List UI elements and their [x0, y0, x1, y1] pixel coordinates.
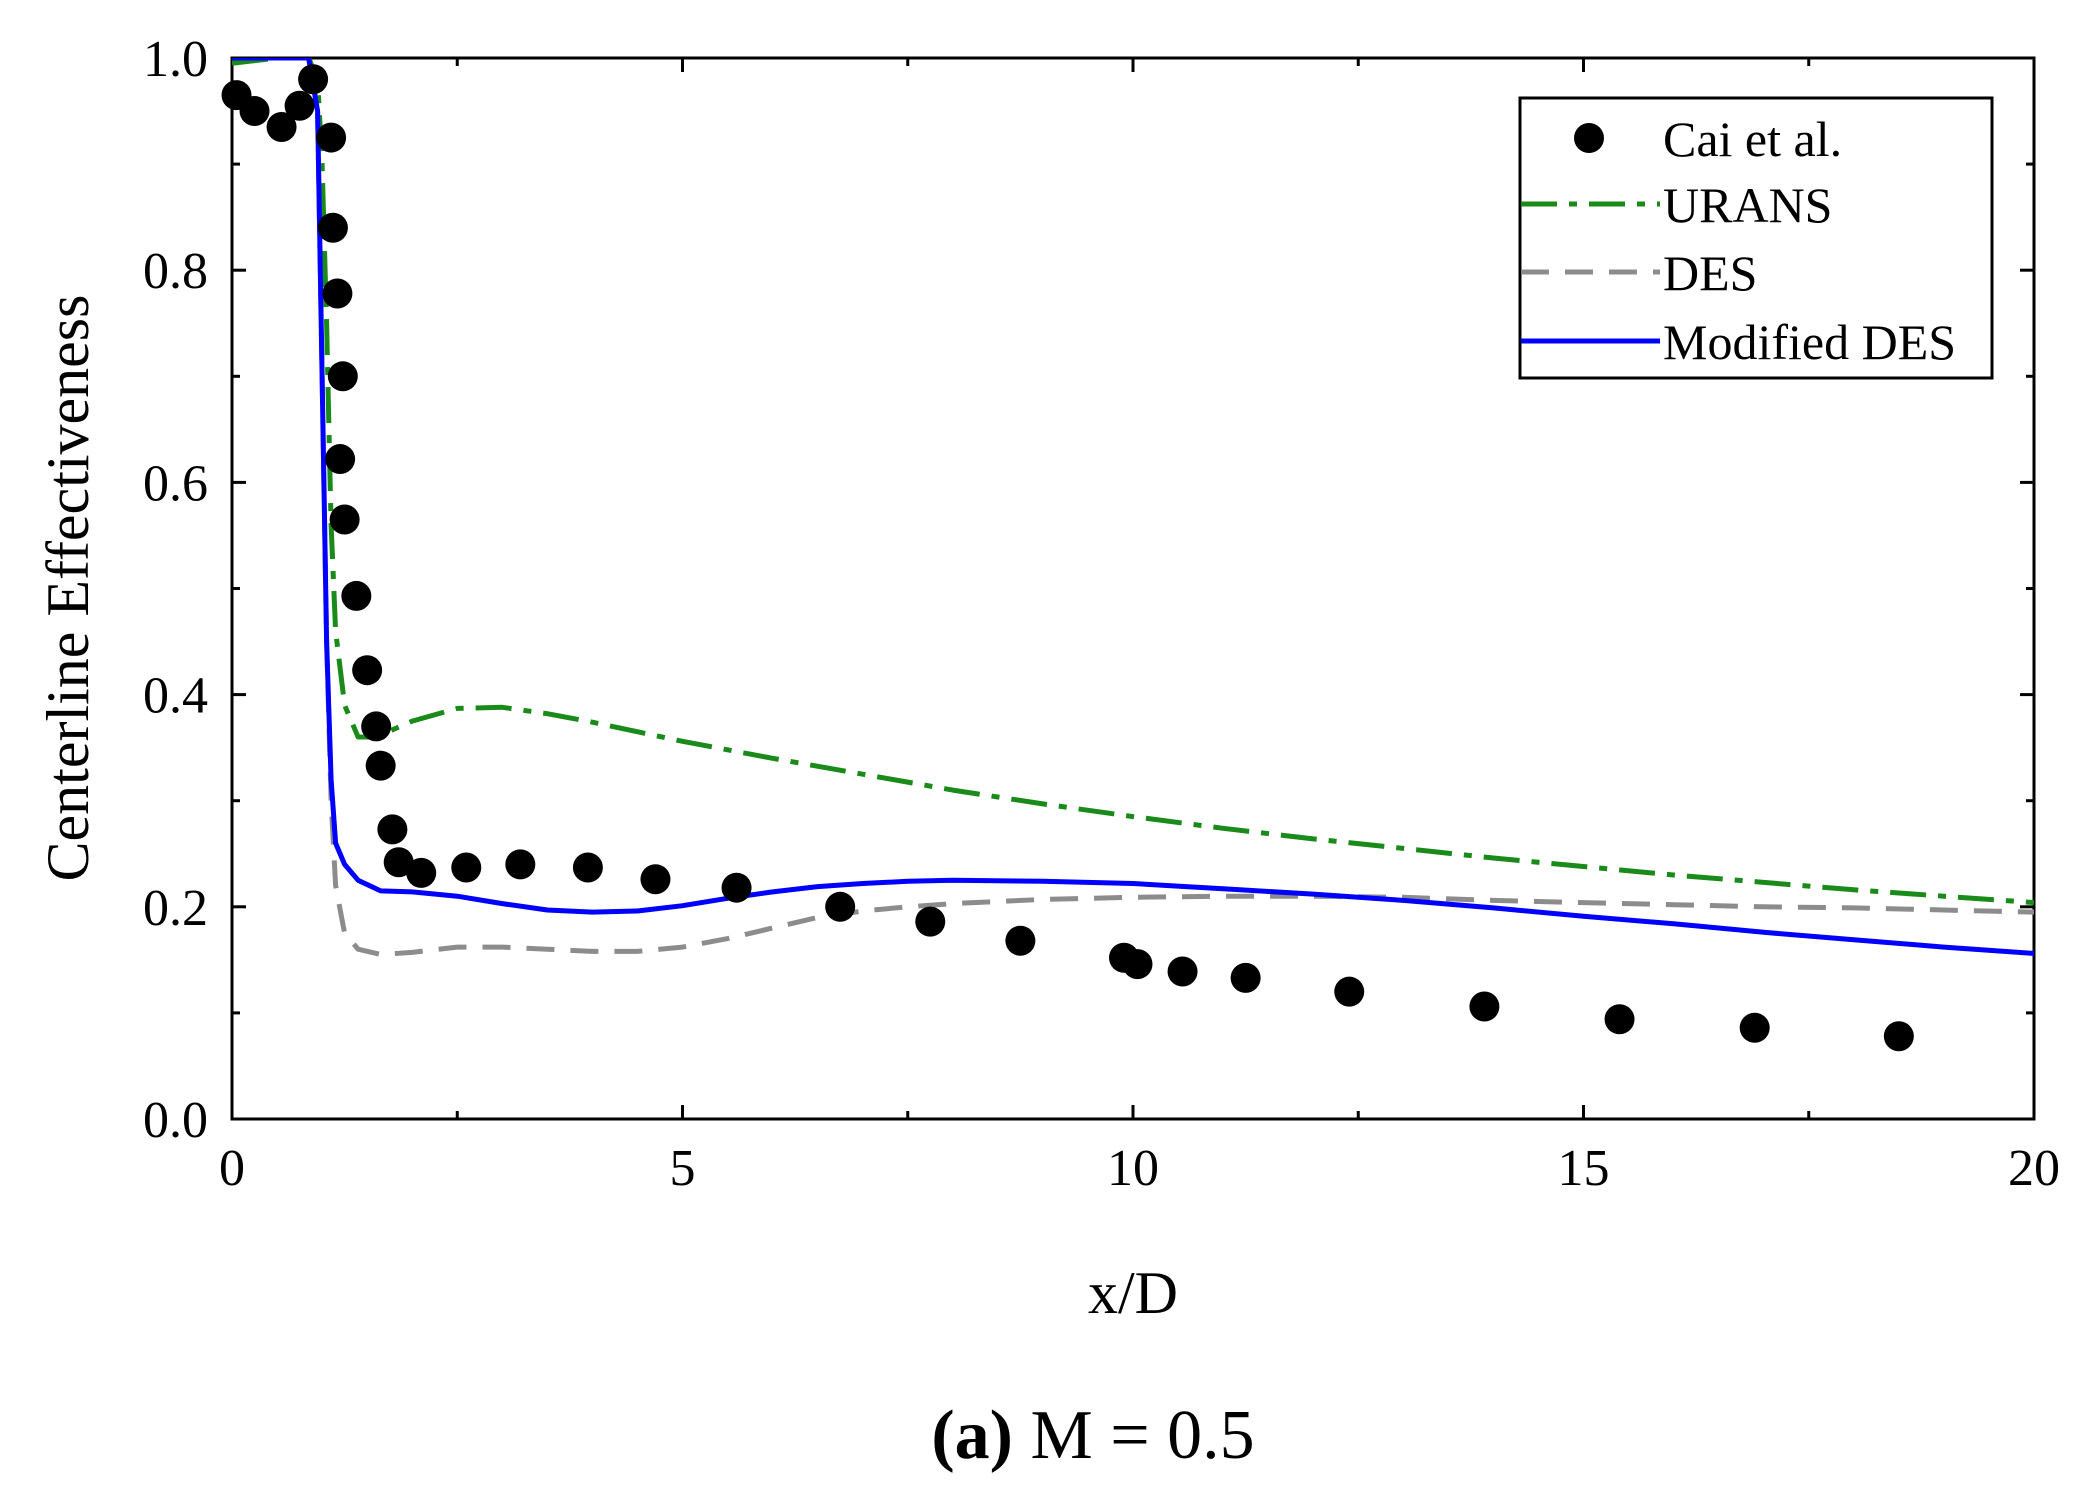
- data-point-cai: [1334, 976, 1365, 1007]
- data-point-cai: [352, 655, 383, 686]
- data-point-cai: [365, 750, 396, 781]
- figure-caption: (a) M = 0.5: [931, 1397, 1254, 1474]
- data-point-cai: [284, 90, 315, 121]
- data-point-cai: [1739, 1012, 1770, 1043]
- legend-marker-cai: [1574, 123, 1604, 153]
- data-point-cai: [825, 891, 856, 922]
- x-axis-title: x/D: [1088, 1260, 1178, 1326]
- caption-label: (a): [931, 1397, 1013, 1474]
- x-tick-label: 20: [2008, 1140, 2060, 1197]
- legend-label-des: DES: [1663, 245, 1757, 301]
- y-tick-label: 0.8: [143, 243, 208, 300]
- data-point-cai: [721, 872, 752, 903]
- data-point-cai: [377, 814, 408, 845]
- y-tick-label: 0.4: [143, 668, 208, 725]
- data-point-cai: [406, 857, 437, 888]
- data-point-cai: [505, 849, 536, 880]
- y-tick-label: 0.0: [143, 1092, 208, 1149]
- data-point-cai: [325, 444, 356, 475]
- data-point-cai: [266, 111, 297, 142]
- y-tick-label: 0.6: [143, 455, 208, 512]
- data-point-cai: [327, 361, 358, 392]
- legend: Cai et al. URANS DES Modified DES: [1518, 96, 1994, 380]
- data-point-cai: [329, 504, 360, 535]
- series-line-des: [232, 58, 2034, 957]
- data-point-cai: [572, 852, 603, 883]
- data-point-cai: [1005, 925, 1036, 956]
- x-tick-label: 15: [1558, 1140, 1610, 1197]
- data-point-cai: [1883, 1021, 1914, 1052]
- data-point-cai: [298, 64, 329, 95]
- data-point-cai: [1469, 991, 1500, 1022]
- legend-box: [1518, 96, 1994, 380]
- data-point-cai: [317, 212, 348, 243]
- data-point-cai: [341, 580, 372, 611]
- data-point-cai: [1167, 956, 1198, 987]
- data-point-cai: [1230, 962, 1261, 993]
- data-point-cai: [322, 278, 353, 309]
- data-point-cai: [640, 864, 671, 895]
- x-tick-label: 0: [219, 1140, 245, 1197]
- y-axis-title: Centerline Effectiveness: [35, 295, 101, 882]
- data-point-cai: [361, 711, 392, 742]
- series-layer: [221, 58, 2034, 1052]
- data-point-cai: [451, 852, 482, 883]
- data-point-cai: [239, 96, 270, 127]
- x-tick-label: 5: [670, 1140, 696, 1197]
- y-tick-label: 0.2: [143, 880, 208, 937]
- legend-label-modified-des: Modified DES: [1663, 314, 1956, 370]
- data-point-cai: [1604, 1004, 1635, 1035]
- y-tick-label: 1.0: [143, 31, 208, 88]
- axis-ticks: 0 5 10 15 20 0.0 0.2 0.4 0.6 0.8 1.0: [143, 31, 2060, 1197]
- data-point-cai: [316, 122, 347, 153]
- data-point-cai: [1122, 949, 1153, 980]
- legend-label-cai: Cai et al.: [1663, 111, 1842, 167]
- x-tick-label: 10: [1107, 1140, 1159, 1197]
- caption-text: M = 0.5: [1013, 1397, 1255, 1474]
- data-point-cai: [915, 906, 946, 937]
- legend-label-urans: URANS: [1663, 177, 1832, 233]
- data-point-cai: [383, 847, 414, 878]
